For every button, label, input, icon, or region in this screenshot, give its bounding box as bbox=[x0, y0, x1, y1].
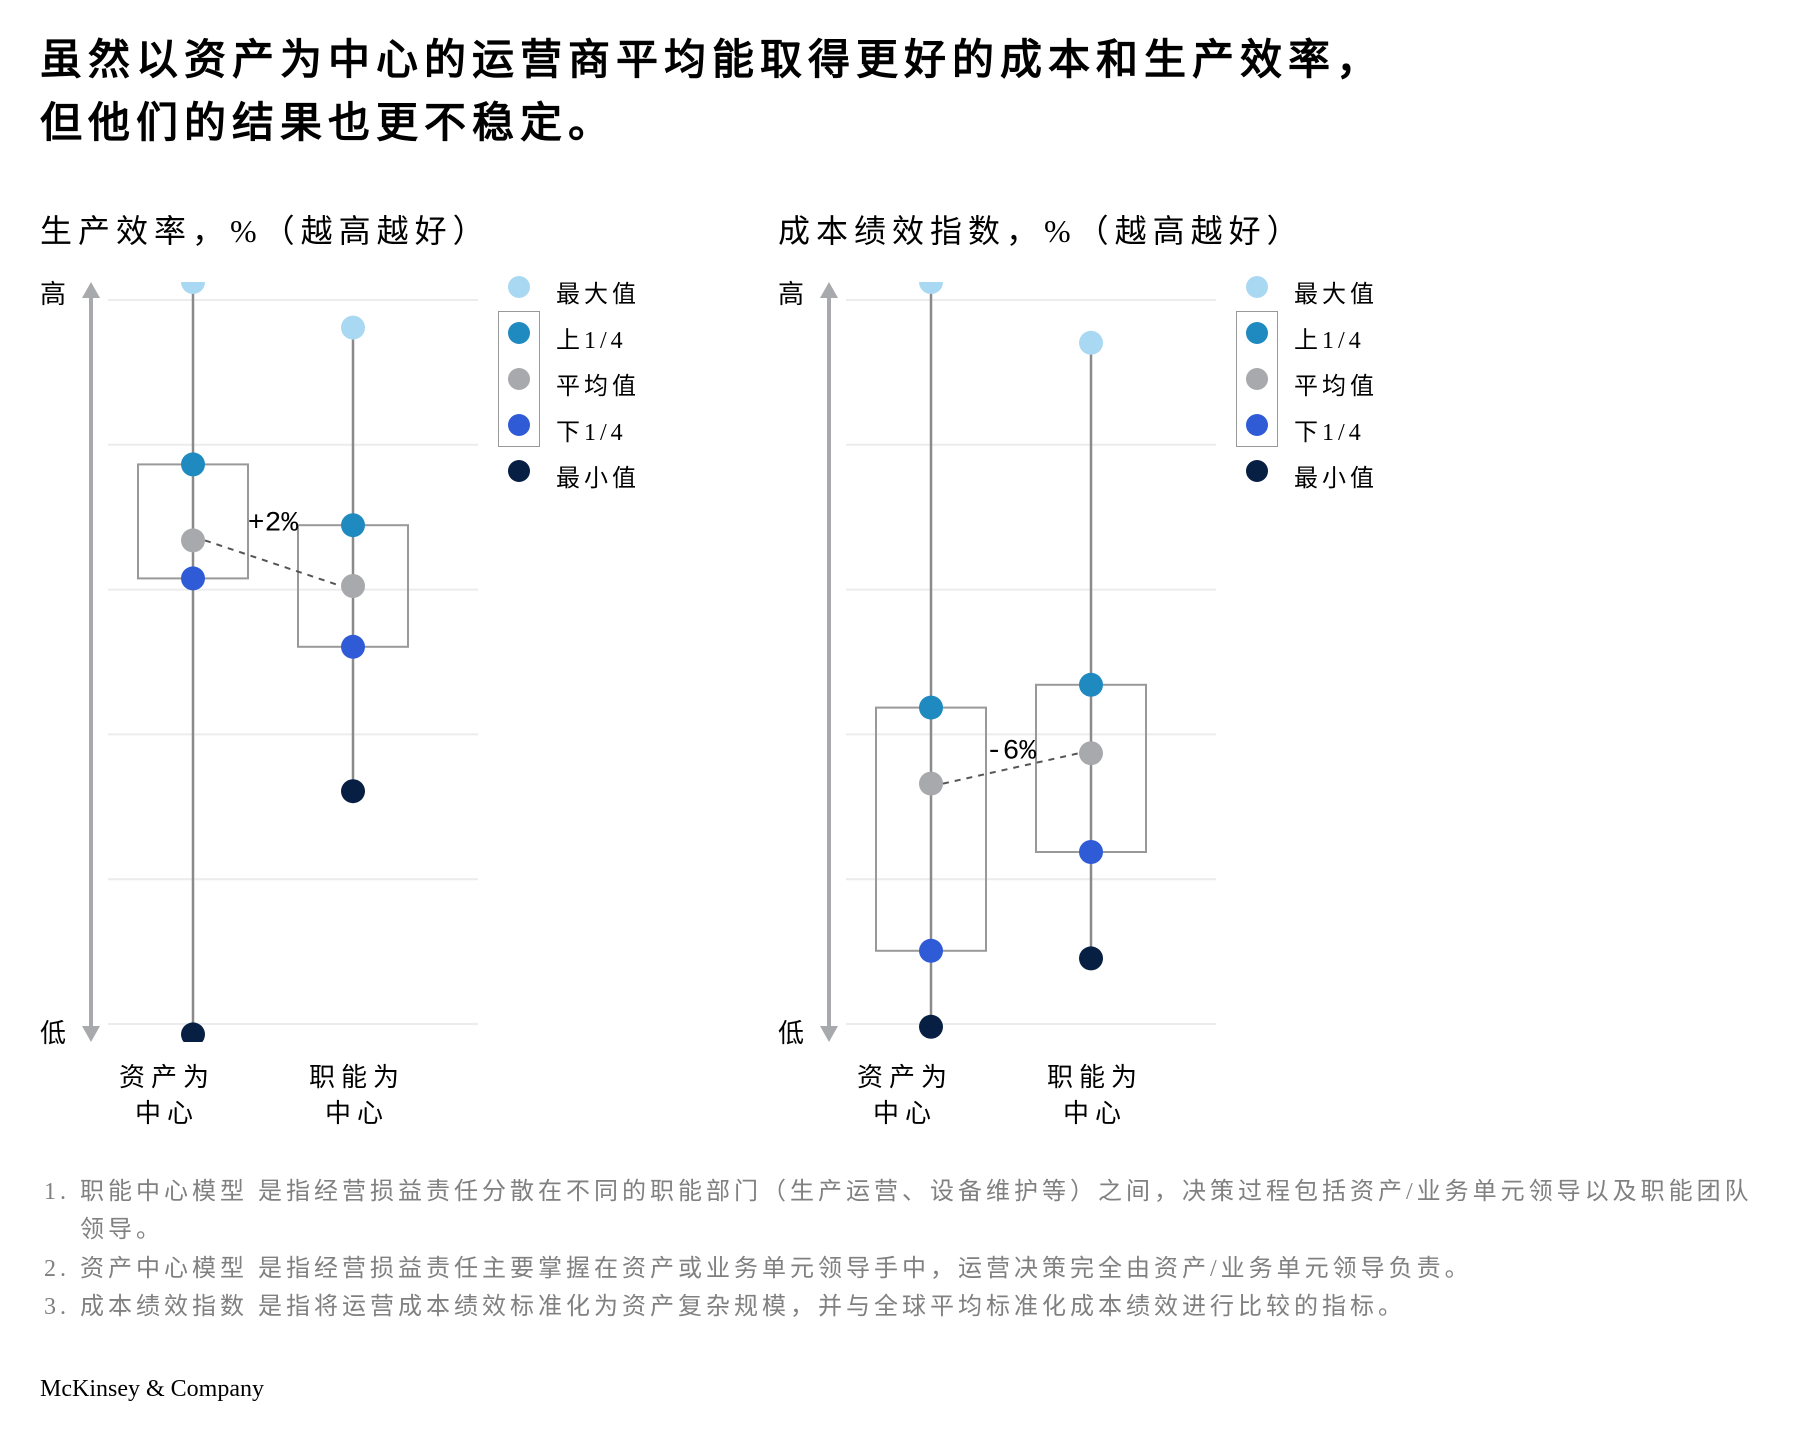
footnotes: 职能中心模型 是指经营损益责任分散在不同的职能部门（生产运营、设备维护等）之间，… bbox=[40, 1173, 1771, 1327]
legend-dot-min bbox=[508, 460, 530, 482]
svg-text:+2%: +2% bbox=[248, 508, 299, 539]
legend-dot-q3 bbox=[1246, 322, 1268, 344]
chart-title: 生产效率，%（越高越好） bbox=[40, 206, 698, 252]
legend-label-min: 最小值 bbox=[1294, 458, 1378, 493]
legend-label-q3: 上1/4 bbox=[556, 320, 627, 355]
plot: -6% bbox=[816, 282, 1216, 1042]
y-label-low: 低 bbox=[778, 1013, 808, 1050]
legend: 最大值上1/4 平均值下1/4 最小值 bbox=[1236, 276, 1436, 506]
footnote-item: 成本绩效指数 是指将运营成本绩效标准化为资产复杂规模，并与全球平均标准化成本绩效… bbox=[80, 1288, 1771, 1326]
legend-label-max: 最大值 bbox=[556, 274, 640, 309]
legend-label-q1: 下1/4 bbox=[1294, 412, 1365, 447]
legend-dot-mean bbox=[508, 368, 530, 390]
y-label-high: 高 bbox=[40, 274, 70, 311]
headline: 虽然以资产为中心的运营商平均能取得更好的成本和生产效率， 但他们的结果也更不稳定… bbox=[40, 30, 1771, 156]
chart-area: 高低 +2%最大值上1/4平均值下1/4最小值 bbox=[40, 282, 698, 1042]
legend-label-min: 最小值 bbox=[556, 458, 640, 493]
legend-dot-mean bbox=[1246, 368, 1268, 390]
footnote-item: 职能中心模型 是指经营损益责任分散在不同的职能部门（生产运营、设备维护等）之间，… bbox=[80, 1173, 1771, 1250]
legend: 最大值上1/4 平均值下1/4 最小值 bbox=[498, 276, 698, 506]
legend-dot-q1 bbox=[508, 414, 530, 436]
legend-dot-q1 bbox=[1246, 414, 1268, 436]
footnote-item: 资产中心模型 是指经营损益责任主要掌握在资产或业务单元领导手中，运营决策完全由资… bbox=[80, 1250, 1771, 1288]
chart-area: 高低 -6%最大值上1/4平均值下1/4最小值 bbox=[778, 282, 1436, 1042]
x-axis-labels: 资产为中心职能为中心 bbox=[830, 1060, 1436, 1133]
x-category: 资产为中心 bbox=[830, 1060, 980, 1133]
legend-label-mean: 平均值 bbox=[556, 366, 640, 401]
legend-dot-max bbox=[508, 276, 530, 298]
headline-line1: 虽然以资产为中心的运营商平均能取得更好的成本和生产效率， bbox=[40, 30, 1771, 93]
plot: +2% bbox=[78, 282, 478, 1042]
legend-label-q1: 下1/4 bbox=[556, 412, 627, 447]
chart-block: 成本绩效指数，%（越高越好） 高低 -6% 最大值上1/4 平均值下1/4 最小值资产为… bbox=[778, 206, 1436, 1133]
legend-dot-max bbox=[1246, 276, 1268, 298]
legend-dot-q3 bbox=[508, 322, 530, 344]
y-label-low: 低 bbox=[40, 1013, 70, 1050]
x-category: 职能为中心 bbox=[282, 1060, 432, 1133]
svg-text:-6%: -6% bbox=[986, 736, 1037, 767]
chart-block: 生产效率，%（越高越好） 高低 +2% 最大值上1/4 平均值下1/4 最小值资产为中心… bbox=[40, 206, 698, 1133]
legend-label-max: 最大值 bbox=[1294, 274, 1378, 309]
footnotes-list: 职能中心模型 是指经营损益责任分散在不同的职能部门（生产运营、设备维护等）之间，… bbox=[40, 1173, 1771, 1327]
y-label-high: 高 bbox=[778, 274, 808, 311]
legend-dot-min bbox=[1246, 460, 1268, 482]
x-axis-labels: 资产为中心职能为中心 bbox=[92, 1060, 698, 1133]
legend-label-q3: 上1/4 bbox=[1294, 320, 1365, 355]
charts-row: 生产效率，%（越高越好） 高低 +2% 最大值上1/4 平均值下1/4 最小值资产为中心… bbox=[40, 206, 1771, 1133]
headline-line2: 但他们的结果也更不稳定。 bbox=[40, 93, 1771, 156]
x-category: 资产为中心 bbox=[92, 1060, 242, 1133]
x-category: 职能为中心 bbox=[1020, 1060, 1170, 1133]
legend-label-mean: 平均值 bbox=[1294, 366, 1378, 401]
chart-title: 成本绩效指数，%（越高越好） bbox=[778, 206, 1436, 252]
brand-label: McKinsey & Company bbox=[40, 1376, 1771, 1403]
